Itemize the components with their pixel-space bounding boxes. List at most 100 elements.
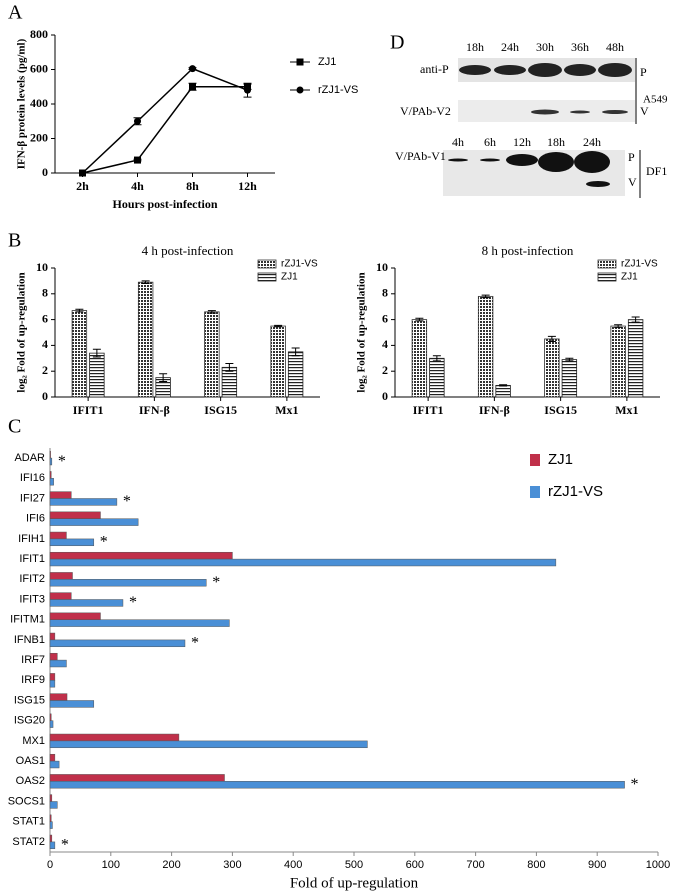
significance-mark: * [212,574,220,591]
y-tick-label: IFNB1 [14,634,45,646]
bar [627,319,644,398]
x-axis-label: Hours post-infection [113,197,218,211]
error-bar [565,357,574,362]
lane-label: 18h [547,135,565,149]
lane-label: 12h [513,135,531,149]
x-tick-label: 700 [466,859,484,871]
bar [49,471,52,479]
error-bar [274,324,283,328]
bands [459,63,632,77]
y-tick-label: 6 [382,311,388,325]
bar [49,572,73,580]
y-tick-label: IFITM1 [10,614,45,626]
y-tick-label: 600 [30,61,48,75]
y-tick-label: ADAR [14,452,45,464]
x-tick-label: 800 [527,859,545,871]
cell-line: DF1 [646,164,667,178]
y-tick-label: 200 [30,130,48,144]
panel-label: B [8,230,21,252]
significance-mark: * [58,453,66,470]
bar [49,673,56,681]
x-tick-label: 0 [47,859,53,871]
y-tick-label: IFI16 [20,472,45,484]
bar [49,814,52,822]
bar [49,558,557,567]
row-label: anti-P [420,62,449,76]
marker [244,86,251,94]
error-bar [291,347,300,357]
y-tick-label: IFIH1 [18,533,45,545]
legend-marker [296,58,304,66]
chart-title: 4 h post-infection [142,243,234,258]
y-tick-label: 0 [42,389,48,403]
bar [49,652,58,661]
bar [49,760,60,769]
bar [49,478,54,486]
bar [49,592,72,600]
significance-mark: * [191,635,199,652]
marker [79,169,86,177]
y-tick-label: STAT2 [12,836,45,848]
y-tick-label: OAS1 [16,755,45,767]
panel-label: C [8,416,21,438]
bar [270,325,286,398]
y-tick-label: 2 [382,363,388,377]
bar [49,491,72,499]
legend-swatch [530,454,540,466]
y-axis-label: IFN-β protein levels (pg/ml) [16,38,28,169]
bar [49,841,56,850]
band-label: V [628,175,637,189]
error-bar [92,348,101,358]
y-axis-label: log₂ Fold of up-regulation [356,272,368,392]
bar [411,319,428,398]
x-tick-label: 4h [131,179,144,193]
marker [189,83,196,91]
lane-label: 24h [583,135,601,149]
y-tick-label: SOCS1 [8,795,45,807]
bar [49,639,186,648]
panel-label: A [8,2,23,24]
error-bar [614,324,623,328]
significance-mark: * [100,534,108,551]
bar [49,680,56,688]
lane-label: 18h [466,40,484,54]
lane-label: 6h [484,135,496,149]
bar [204,311,220,398]
bar [49,659,67,668]
error-bar [415,317,424,322]
bar [49,518,139,526]
x-tick-label: 200 [162,859,180,871]
y-tick-label: 4 [42,337,48,351]
y-tick-label: IFI6 [26,513,45,525]
bar [49,599,124,607]
y-tick-label: STAT1 [12,816,45,828]
marker [134,117,141,125]
chart-title: 8 h post-infection [482,243,574,258]
row-label: V/PAb-V2 [400,104,451,118]
bar [49,511,101,519]
y-tick-label: ISG20 [14,715,45,727]
bar [89,352,105,398]
x-tick-label: Mx1 [275,403,298,417]
bar [49,632,56,641]
bar [610,325,626,398]
lane-label: 36h [571,40,589,54]
bar [49,801,58,809]
bar [49,551,233,560]
y-tick-label: 4 [382,337,388,351]
legend-swatch [257,272,277,282]
legend-label: ZJ1 [548,451,573,468]
bar [137,281,154,398]
bar [49,713,52,721]
bar [49,579,207,587]
legend-label: rZJ1-VS [281,259,318,270]
blot-panel: D 18h 24h 30h 36h 48h anti-P P V/PAb-V2 … [390,32,668,198]
significance-mark: * [61,837,69,854]
bar [49,700,95,708]
x-tick-label: IFIT1 [413,403,444,417]
legend-label: rZJ1-VS [548,483,603,500]
y-tick-label: IFI27 [20,492,45,504]
legend-swatch [257,259,277,269]
error-bar [159,373,168,383]
bands [531,109,628,115]
